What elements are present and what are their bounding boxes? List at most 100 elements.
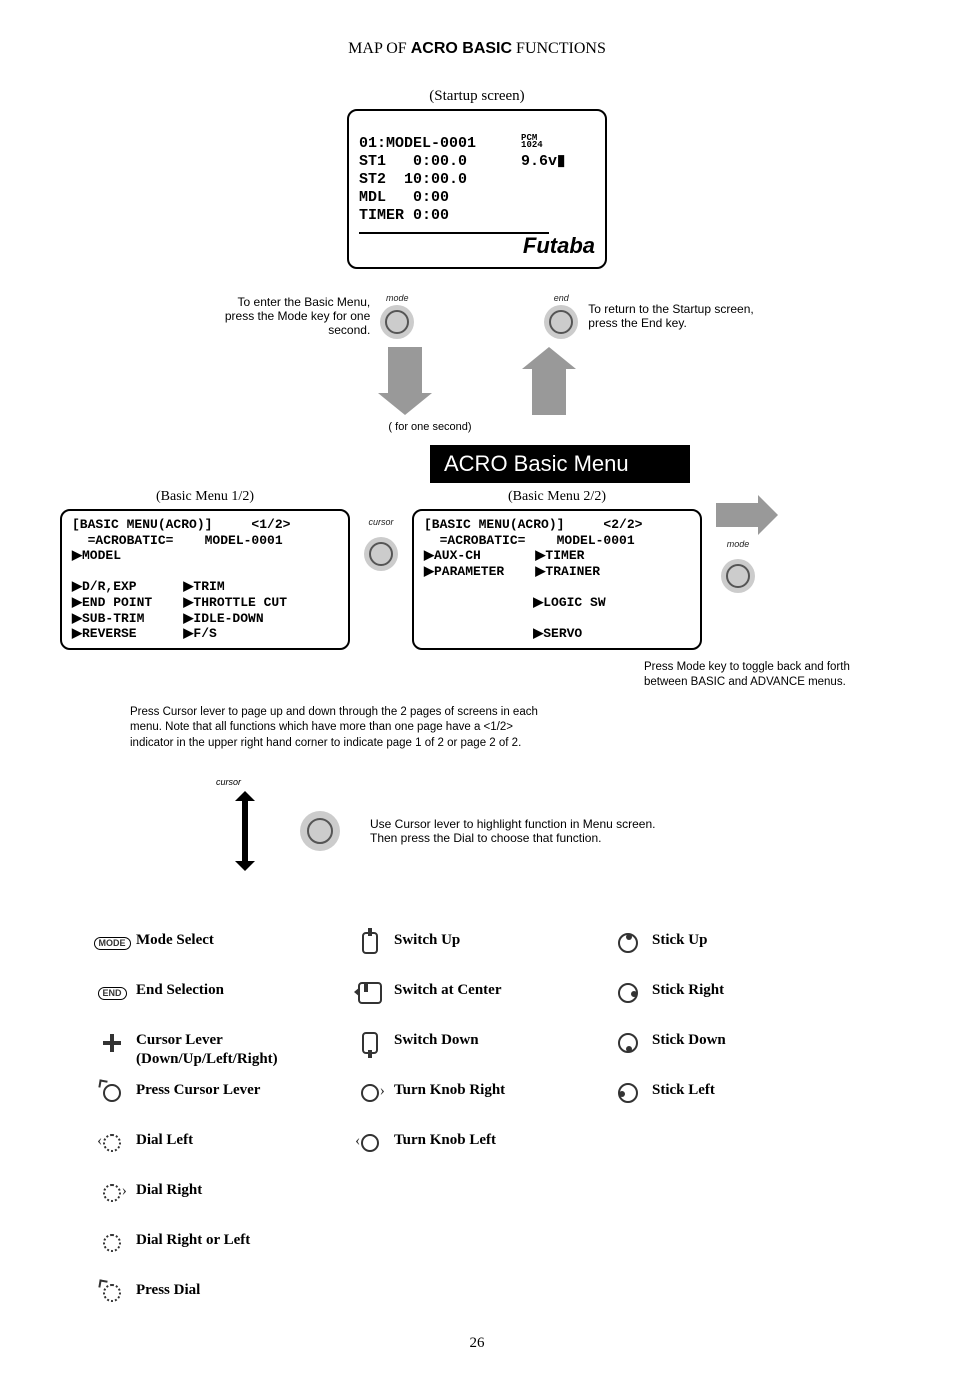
- dial-right-icon: [100, 1181, 124, 1205]
- m2l8: ▶SERVO: [424, 626, 582, 641]
- leg-dial-right: Dial Right: [100, 1181, 338, 1205]
- end-key-label: end: [544, 293, 578, 303]
- mode-key: mode: [380, 293, 414, 339]
- brand-logo: Futaba: [523, 235, 595, 257]
- m1l1: [BASIC MENU(ACRO)] <1/2>: [72, 517, 290, 532]
- cursor-lever-icon: [364, 537, 398, 571]
- m1l2: =ACROBATIC= MODEL-0001: [72, 533, 283, 548]
- stick-left-icon: [616, 1081, 640, 1105]
- title-bold: ACRO BASIC: [411, 40, 512, 57]
- hint-right: end To return to the Startup screen, pre…: [544, 293, 753, 339]
- leg-text: Mode Select: [136, 931, 214, 950]
- m2l4: ▶PARAMETER ▶TRAINER: [424, 564, 600, 579]
- leg-text: Stick Left: [652, 1081, 715, 1100]
- hint-row: To enter the Basic Menu, press the Mode …: [60, 293, 894, 339]
- startup-lcd: 01:MODEL-0001 PCM 1024 ST1 0:00.0 9.6v▮ …: [347, 109, 607, 269]
- leg-dial-left: Dial Left: [100, 1131, 338, 1155]
- legend-col-2: Switch Up Switch at Center Switch Down T…: [358, 931, 596, 1305]
- press-cursor-icon: [100, 1081, 124, 1105]
- leg-text: Turn Knob Left: [394, 1131, 496, 1150]
- leg-text: Press Cursor Lever: [136, 1081, 260, 1100]
- leg-switch-down: Switch Down: [358, 1031, 596, 1055]
- note-mode-toggle: Press Mode key to toggle back and forth …: [644, 660, 894, 691]
- hold-caption: ( for one second): [388, 421, 471, 433]
- mode-label-2: mode: [727, 539, 750, 549]
- dial-rl-icon: [100, 1231, 124, 1255]
- end-pill-icon: END: [100, 981, 124, 1005]
- leg-text: Stick Down: [652, 1031, 726, 1050]
- page-title: MAP OF ACRO BASIC FUNCTIONS: [60, 40, 894, 58]
- m1l6: ▶END POINT ▶THROTTLE CUT: [72, 595, 287, 610]
- mode-pill-icon: MODE: [100, 931, 124, 955]
- dial-left-icon: [100, 1131, 124, 1155]
- leg-press-cursor: Press Cursor Lever: [100, 1081, 338, 1105]
- leg-text: Dial Right or Left: [136, 1231, 250, 1250]
- cursor-side: cursor: [364, 517, 398, 571]
- legend-grid: MODE Mode Select END End Selection Cursor …: [100, 931, 854, 1305]
- leg-text: Switch at Center: [394, 981, 501, 1000]
- cursor-label: cursor: [368, 517, 393, 527]
- lcd-line: ST2 10:00.0: [359, 171, 467, 188]
- m2l1: [BASIC MENU(ACRO)] <2/2>: [424, 517, 642, 532]
- arrow-down-icon: [388, 347, 422, 395]
- mode-key-icon-2: [721, 559, 755, 593]
- leg-stick-left: Stick Left: [616, 1081, 854, 1105]
- leg-text: Switch Up: [394, 931, 460, 950]
- leg-text: Dial Left: [136, 1131, 193, 1150]
- leg-text: Stick Right: [652, 981, 724, 1000]
- menus-row: (Basic Menu 1/2) [BASIC MENU(ACRO)] <1/2…: [60, 489, 894, 650]
- arrow-row: ( for one second): [60, 347, 894, 433]
- stick-down-icon: [616, 1031, 640, 1055]
- m1l7: ▶SUB-TRIM ▶IDLE-DOWN: [72, 611, 264, 626]
- hint-left: To enter the Basic Menu, press the Mode …: [200, 293, 414, 339]
- stick-right-icon: [616, 981, 640, 1005]
- m2l3: ▶AUX-CH ▶TIMER: [424, 548, 584, 563]
- end-key-icon: [544, 305, 578, 339]
- cursor-diagram: cursor Use Cursor lever to highlight fun…: [220, 791, 894, 871]
- m1l5: ▶D/R,EXP ▶TRIM: [72, 579, 225, 594]
- leg-end-selection: END End Selection: [100, 981, 338, 1005]
- mode-pill: MODE: [94, 937, 131, 950]
- hand-press-icon: [300, 811, 340, 851]
- leg-mode-select: MODE Mode Select: [100, 931, 338, 955]
- arrow-down-block: ( for one second): [388, 347, 471, 433]
- legend-col-1: MODE Mode Select END End Selection Cursor …: [100, 931, 338, 1305]
- leg-cursor-lever: Cursor Lever (Down/Up/Left/Right): [100, 1031, 338, 1069]
- menu1-lcd: [BASIC MENU(ACRO)] <1/2> =ACROBATIC= MOD…: [60, 509, 350, 650]
- switch-center-icon: [358, 981, 382, 1005]
- leg-text: End Selection: [136, 981, 224, 1000]
- cursor-small-label: cursor: [216, 777, 241, 787]
- arrow-right-icon: [716, 503, 760, 527]
- menu2-lcd: [BASIC MENU(ACRO)] <2/2> =ACROBATIC= MOD…: [412, 509, 702, 650]
- cross-icon: [100, 1031, 124, 1055]
- hint-left-text: To enter the Basic Menu, press the Mode …: [200, 295, 370, 337]
- end-key: end: [544, 293, 578, 339]
- pcm-badge: PCM 1024: [521, 135, 543, 149]
- lcd-line: TIMER 0:00: [359, 207, 449, 224]
- trim-bar: [359, 229, 549, 237]
- leg-stick-right: Stick Right: [616, 981, 854, 1005]
- knob-right-icon: [358, 1081, 382, 1105]
- leg-knob-right: Turn Knob Right: [358, 1081, 596, 1105]
- m2l6: ▶LOGIC SW: [424, 595, 606, 610]
- arrow-up-icon: [532, 367, 566, 415]
- stick-up-icon: [616, 931, 640, 955]
- press-dial-icon: [100, 1281, 124, 1305]
- leg-text: Dial Right: [136, 1181, 202, 1200]
- m2l2: =ACROBATIC= MODEL-0001: [424, 533, 635, 548]
- lcd-line: ST1 0:00.0 9.6v: [359, 153, 557, 170]
- leg-stick-up: Stick Up: [616, 931, 854, 955]
- leg-text: Switch Down: [394, 1031, 479, 1050]
- leg-switch-up: Switch Up: [358, 931, 596, 955]
- mode-key-icon: [380, 305, 414, 339]
- leg-stick-down: Stick Down: [616, 1031, 854, 1055]
- m1l8: ▶REVERSE ▶F/S: [72, 626, 217, 641]
- leg-text: Cursor Lever (Down/Up/Left/Right): [136, 1031, 278, 1069]
- knob-left-icon: [358, 1131, 382, 1155]
- cursor-note: Use Cursor lever to highlight function i…: [370, 817, 655, 845]
- startup-label: (Startup screen): [60, 88, 894, 105]
- end-pill: END: [98, 987, 127, 1000]
- leg-dial-rl: Dial Right or Left: [100, 1231, 338, 1255]
- leg-text: Turn Knob Right: [394, 1081, 505, 1100]
- leg-text: Press Dial: [136, 1281, 200, 1300]
